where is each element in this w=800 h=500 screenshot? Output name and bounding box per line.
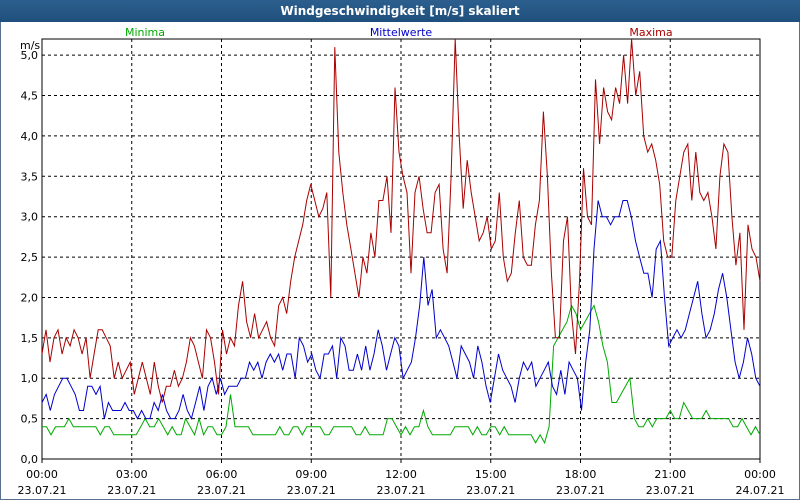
y-tick-label: 4,5 xyxy=(21,90,39,103)
legend-entry-maxima: Maxima xyxy=(629,26,672,39)
x-tick-date: 24.07.21 xyxy=(736,484,785,497)
y-tick-label: 0,5 xyxy=(21,413,39,426)
x-tick-time: 18:00 xyxy=(565,468,597,481)
x-tick-date: 23.07.21 xyxy=(197,484,246,497)
y-axis-label: m/s xyxy=(20,39,40,52)
y-tick-label: 0,0 xyxy=(21,453,39,466)
y-tick-label: 3,0 xyxy=(21,211,39,224)
series-lines xyxy=(41,38,761,445)
x-tick-date: 23.07.21 xyxy=(556,484,605,497)
x-tick-time: 03:00 xyxy=(116,468,148,481)
x-tick-date: 23.07.21 xyxy=(18,484,67,497)
series-line-minima xyxy=(42,304,761,445)
legend-entry-minima: Minima xyxy=(125,26,165,39)
y-tick-label: 5,0 xyxy=(21,49,39,62)
y-tick-label: 2,0 xyxy=(21,291,39,304)
y-axis-ticks: 0,0 0,5 1,0 1,5 2,0 2,5 3,0 3,5 4,0 4,5 5,0 xyxy=(21,49,39,466)
y-tick-label: 2,5 xyxy=(21,251,39,264)
x-tick-time: 09:00 xyxy=(295,468,327,481)
y-tick-label: 3,5 xyxy=(21,170,39,183)
x-tick-time: 21:00 xyxy=(654,468,686,481)
legend-entry-mittelwerte: Mittelwerte xyxy=(370,26,433,39)
legend: Minima Mittelwerte Maxima xyxy=(125,26,673,39)
x-tick-date: 23.07.21 xyxy=(107,484,156,497)
y-tick-label: 1,5 xyxy=(21,332,39,345)
x-axis-ticks: 00:00 23.07.21 03:00 23.07.21 06:00 23.07.21 0… xyxy=(18,459,785,497)
window-title: Windgeschwindigkeit [m/s] skaliert xyxy=(0,0,800,22)
x-tick-time: 06:00 xyxy=(206,468,238,481)
y-tick-label: 1,0 xyxy=(21,372,39,385)
x-tick-date: 23.07.21 xyxy=(377,484,426,497)
series-line-maxima xyxy=(41,38,761,403)
x-tick-time: 12:00 xyxy=(385,468,417,481)
series-line-mittelwerte xyxy=(41,200,761,421)
x-tick-date: 23.07.21 xyxy=(466,484,515,497)
x-tick-time: 15:00 xyxy=(475,468,507,481)
x-tick-date: 23.07.21 xyxy=(287,484,336,497)
x-tick-date: 23.07.21 xyxy=(646,484,695,497)
y-tick-label: 4,0 xyxy=(21,130,39,143)
x-tick-time: 00:00 xyxy=(744,468,776,481)
x-tick-time: 00:00 xyxy=(26,468,58,481)
